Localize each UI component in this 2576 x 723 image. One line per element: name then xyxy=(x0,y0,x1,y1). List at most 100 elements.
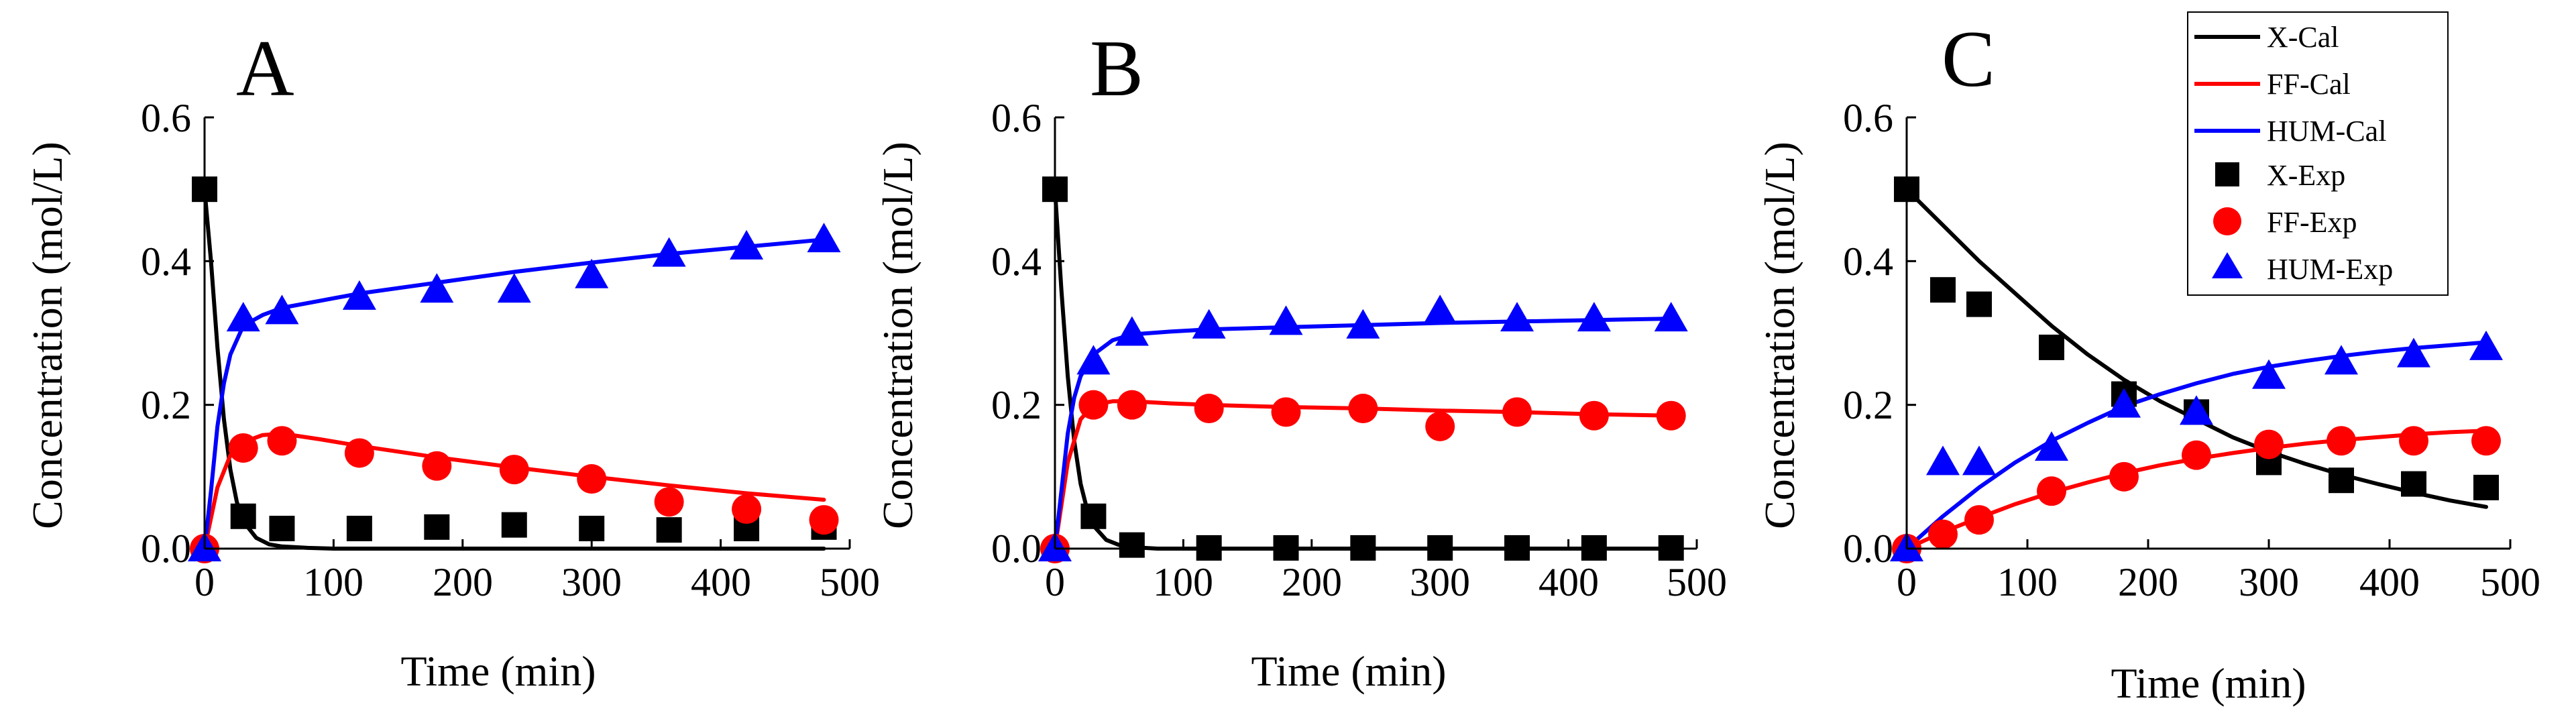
legend-box xyxy=(2187,11,2449,296)
panel-a-marker-ff-exp xyxy=(267,426,297,456)
panel-b-marker-hum-exp xyxy=(1654,302,1688,332)
panel-a-marker-ff-exp xyxy=(344,438,374,468)
panel-a-marker-x-exp xyxy=(656,517,682,543)
legend-swatch-ff-exp xyxy=(2213,207,2241,235)
legend-swatch-x-exp xyxy=(2215,162,2239,186)
panel-c-xtick-label: 100 xyxy=(1997,560,2058,604)
panel-a-marker-ff-exp xyxy=(732,494,762,524)
panel-c-marker-ff-exp xyxy=(2037,476,2066,506)
panel-c-marker-x-exp xyxy=(2039,334,2064,360)
panel-a-ticks xyxy=(203,116,851,550)
panel-a-marker-hum-exp xyxy=(342,280,376,310)
panel-c-marker-x-exp xyxy=(2473,474,2499,500)
panel-b-y-axis-title: Concentration (mol/L) xyxy=(874,142,921,529)
panel-a-marker-hum-exp xyxy=(575,258,609,288)
panel-b-marker-ff-exp xyxy=(1348,394,1378,424)
panel-b-ytick-label: 0.4 xyxy=(991,239,1042,284)
panel-b-marker-ff-exp xyxy=(1656,400,1686,431)
panel-b-x-axis-title: Time (min) xyxy=(1251,647,1447,695)
panel-b-xtick-label: 0 xyxy=(1045,560,1065,604)
panel-b-marker-hum-exp xyxy=(1115,316,1149,346)
panel-c-marker-ff-exp xyxy=(1928,519,1958,549)
panel-a-marker-x-exp xyxy=(230,503,256,529)
panel-a-marker-hum-exp xyxy=(652,237,686,267)
panel-a-xtick-label: 100 xyxy=(303,560,363,604)
panel-c-ytick-label: 0.2 xyxy=(1843,383,1893,427)
panel-a-marks xyxy=(188,176,841,563)
panel-b-marker-x-exp xyxy=(1080,503,1107,529)
panel-c-xtick-label: 200 xyxy=(2118,560,2178,604)
panel-c-marker-hum-exp xyxy=(2035,431,2068,461)
panel-c-marker-hum-exp xyxy=(2469,330,2503,360)
panel-a-letter: A xyxy=(236,23,294,113)
legend-label-ff-cal: FF-Cal xyxy=(2267,68,2351,101)
panel-c-x-axis-title: Time (min) xyxy=(2111,659,2306,707)
panel-b-marker-hum-exp xyxy=(1423,294,1457,325)
panel-a-marker-x-exp xyxy=(579,515,605,541)
legend-label-x-exp: X-Exp xyxy=(2267,159,2345,192)
panel-b-marker-hum-exp xyxy=(1269,305,1303,335)
panel-c-xtick-label: 500 xyxy=(2480,560,2540,604)
panel-c-marker-hum-exp xyxy=(2325,345,2358,375)
panel-c-marker-ff-exp xyxy=(2471,426,2501,456)
panel-c-marker-ff-exp xyxy=(1964,505,1994,535)
panel-b-marker-ff-exp xyxy=(1271,397,1301,427)
panel-b-line-ff-cal xyxy=(1053,399,1673,551)
panel-a-marker-x-exp xyxy=(501,512,527,538)
panel-a-ytick-label: 0.4 xyxy=(141,239,191,284)
panel-b-xtick-label: 200 xyxy=(1282,560,1342,604)
panel-a-marker-hum-exp xyxy=(420,273,454,303)
panel-a-line-x-cal xyxy=(203,187,826,551)
panel-c-y-axis-title: Concentration (mol/L) xyxy=(1756,142,1803,529)
panel-c-marker-hum-exp xyxy=(2107,388,2141,418)
panel-c-letter: C xyxy=(1942,14,1995,103)
legend-label-hum-cal: HUM-Cal xyxy=(2267,115,2386,148)
panel-c-marker-ff-exp xyxy=(2399,426,2428,456)
panel-a-marker-x-exp xyxy=(346,515,372,541)
panel-b-ytick-label: 0.2 xyxy=(991,383,1042,427)
legend-label-ff-exp: FF-Exp xyxy=(2267,206,2357,239)
panel-b-marker-ff-exp xyxy=(1502,397,1532,427)
panel-c-marker-hum-exp xyxy=(2397,337,2430,368)
panel-b-ytick-label: 0.0 xyxy=(991,526,1042,571)
panel-a-marker-ff-exp xyxy=(422,451,452,481)
panel-c-marker-hum-exp xyxy=(1926,445,1960,476)
panel-a: 0.0 0.2 0.4 0.6 0 100 200 300 400 500 Ti… xyxy=(23,23,880,695)
panel-c-xtick-label: 300 xyxy=(2239,560,2299,604)
panel-c-marker-ff-exp xyxy=(2327,426,2356,456)
panel-b-xtick-label: 400 xyxy=(1538,560,1599,604)
panel-a-marker-hum-exp xyxy=(497,273,531,303)
panel-a-y-axis-title: Concentration (mol/L) xyxy=(23,142,71,529)
panel-b-marker-hum-exp xyxy=(1500,302,1534,332)
panel-b-marker-ff-exp xyxy=(1117,390,1147,420)
panel-c-marker-x-exp xyxy=(1930,277,1956,303)
panel-c-ytick-label: 0.6 xyxy=(1843,96,1893,140)
panel-a-marker-ff-exp xyxy=(499,455,529,485)
panel-b-line-x-cal xyxy=(1053,187,1673,551)
panel-b-line-hum-cal xyxy=(1053,317,1673,551)
panel-a-ytick-label: 0.0 xyxy=(141,526,191,571)
panel-c-marker-x-exp xyxy=(2329,467,2354,494)
panel-a-marker-hum-exp xyxy=(265,294,299,325)
panel-c-ticks xyxy=(1905,116,2512,550)
panel-b-letter: B xyxy=(1090,23,1143,113)
panel-b-xtick-label: 300 xyxy=(1410,560,1470,604)
panel-a-line-hum-cal xyxy=(203,237,826,551)
panel-b-marker-ff-exp xyxy=(1579,400,1609,431)
panel-a-marker-x-exp xyxy=(269,515,295,541)
panel-a-x-axis-title: Time (min) xyxy=(401,647,596,695)
panel-c-marker-x-exp xyxy=(2401,471,2426,497)
panel-b-xtick-label: 100 xyxy=(1153,560,1213,604)
panel-b-marker-ff-exp xyxy=(1078,390,1109,420)
panel-c-marker-ff-exp xyxy=(2254,429,2284,459)
panel-b-marker-hum-exp xyxy=(1076,345,1111,375)
panel-b-marker-hum-exp xyxy=(1346,309,1380,339)
panel-c-marker-hum-exp xyxy=(2180,395,2213,425)
panel-a-marker-ff-exp xyxy=(809,505,839,535)
panel-b-ticks xyxy=(1054,116,1698,550)
panel-c-marker-x-exp xyxy=(1966,291,1992,317)
panel-c-marker-ff-exp xyxy=(2182,440,2211,470)
panel-b-ytick-label: 0.6 xyxy=(991,96,1042,140)
panel-b-marker-ff-exp xyxy=(1425,411,1455,441)
